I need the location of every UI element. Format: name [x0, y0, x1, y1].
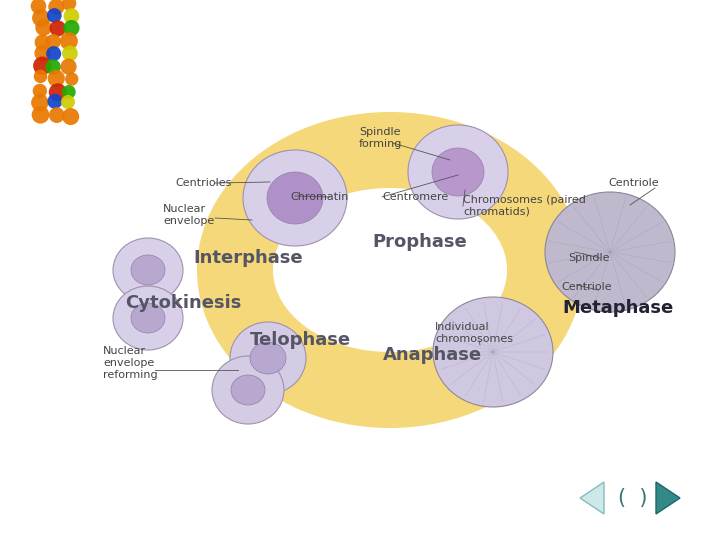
Text: Spindle: Spindle — [568, 253, 610, 263]
Text: Individual
chromosomes: Individual chromosomes — [435, 322, 513, 344]
Circle shape — [62, 45, 78, 61]
Text: Telophase: Telophase — [249, 331, 351, 349]
Text: Nuclear
envelope: Nuclear envelope — [163, 204, 215, 226]
Polygon shape — [580, 482, 604, 514]
Ellipse shape — [250, 342, 286, 374]
Circle shape — [32, 106, 49, 124]
Text: Centriole: Centriole — [608, 178, 659, 188]
Circle shape — [31, 94, 48, 111]
Circle shape — [33, 57, 52, 75]
Ellipse shape — [432, 148, 484, 196]
Circle shape — [48, 0, 65, 15]
Ellipse shape — [131, 303, 165, 333]
Circle shape — [47, 8, 62, 23]
Ellipse shape — [408, 125, 508, 219]
Circle shape — [32, 84, 47, 98]
Ellipse shape — [267, 172, 323, 224]
Circle shape — [35, 45, 51, 62]
Ellipse shape — [113, 286, 183, 350]
Circle shape — [50, 20, 66, 37]
Text: Chromosomes (paired
chromatids): Chromosomes (paired chromatids) — [463, 195, 586, 217]
Ellipse shape — [230, 322, 306, 394]
Circle shape — [34, 70, 48, 83]
Text: Chromatin: Chromatin — [290, 192, 348, 202]
Text: Spindle
forming: Spindle forming — [359, 127, 402, 149]
Text: Prophase: Prophase — [373, 233, 467, 251]
Text: Anaphase: Anaphase — [382, 346, 482, 364]
Polygon shape — [656, 482, 680, 514]
Text: Interphase: Interphase — [193, 249, 303, 267]
Ellipse shape — [433, 297, 553, 407]
Circle shape — [65, 72, 78, 86]
Circle shape — [63, 8, 79, 24]
Circle shape — [48, 94, 63, 109]
Circle shape — [49, 83, 67, 102]
Circle shape — [46, 46, 61, 61]
Circle shape — [62, 85, 76, 99]
Circle shape — [49, 107, 65, 123]
Ellipse shape — [545, 192, 675, 312]
Ellipse shape — [131, 255, 165, 285]
Text: Centrioles: Centrioles — [175, 178, 231, 188]
Circle shape — [60, 32, 78, 50]
Circle shape — [62, 0, 76, 11]
Text: Cytokinesis: Cytokinesis — [125, 294, 241, 312]
Circle shape — [60, 58, 76, 75]
Text: Metaphase: Metaphase — [562, 299, 674, 317]
Circle shape — [48, 70, 65, 87]
Ellipse shape — [212, 356, 284, 424]
Circle shape — [62, 108, 79, 125]
Ellipse shape — [243, 150, 347, 246]
Circle shape — [35, 35, 50, 50]
Ellipse shape — [113, 238, 183, 302]
Circle shape — [45, 59, 61, 75]
Text: Centriole: Centriole — [561, 282, 611, 292]
Ellipse shape — [273, 188, 507, 352]
Text: (  ): ( ) — [618, 488, 648, 508]
Circle shape — [31, 0, 46, 14]
Circle shape — [61, 95, 75, 109]
Circle shape — [35, 19, 52, 36]
Circle shape — [32, 9, 50, 27]
Text: Nuclear
envelope
reforming: Nuclear envelope reforming — [103, 346, 158, 380]
Ellipse shape — [197, 112, 583, 428]
Text: Centromere: Centromere — [382, 192, 449, 202]
Circle shape — [63, 20, 79, 36]
Ellipse shape — [231, 375, 265, 405]
Circle shape — [45, 34, 61, 49]
